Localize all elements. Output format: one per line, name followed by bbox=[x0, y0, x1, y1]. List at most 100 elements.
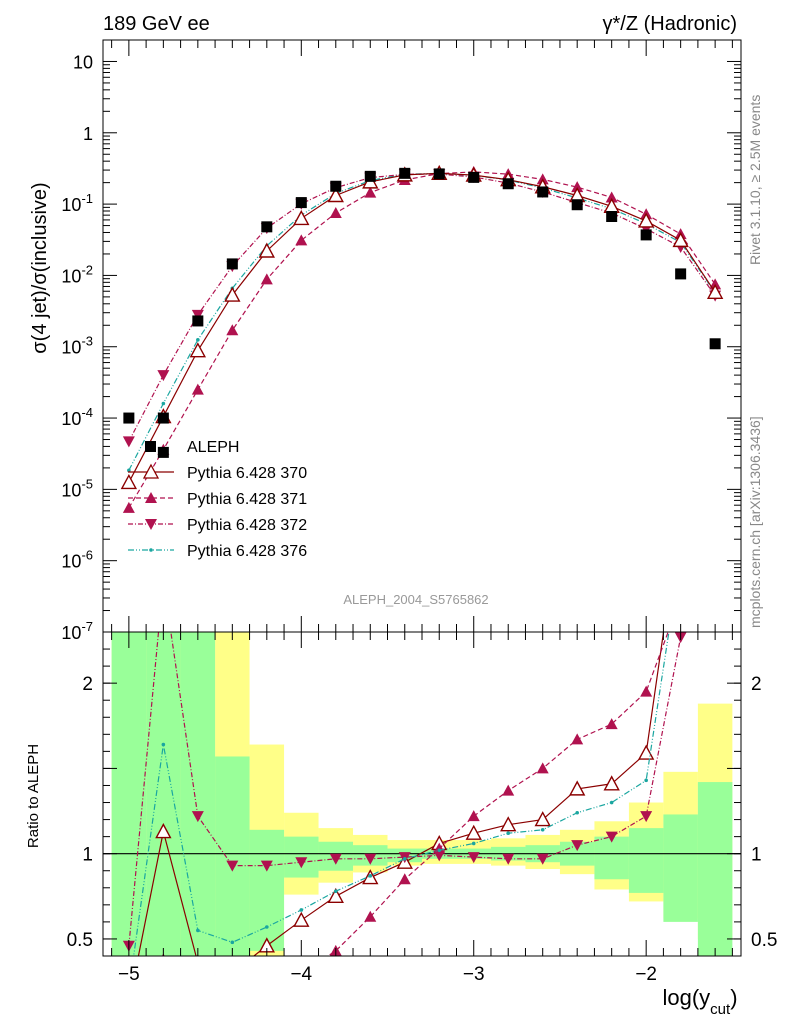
marker-data-square bbox=[709, 338, 721, 350]
marker-dot bbox=[161, 401, 166, 406]
marker-data-square bbox=[433, 168, 445, 180]
ratio-plot-series bbox=[122, 506, 688, 1010]
marker-open-triangle bbox=[327, 887, 344, 904]
marker-open-triangle bbox=[327, 187, 344, 203]
legend-marker-371 bbox=[145, 492, 157, 503]
marker-open-triangle bbox=[224, 286, 241, 302]
main-y-tick-label: 10-2 bbox=[61, 262, 93, 286]
marker-triangle-down bbox=[157, 370, 170, 382]
marker-data-square bbox=[606, 211, 618, 223]
marker-open-triangle bbox=[674, 506, 688, 519]
series-line bbox=[128, 172, 716, 471]
ratio-y-tick-label-left: 1 bbox=[82, 845, 93, 866]
marker-open-triangle bbox=[196, 954, 199, 956]
marker-data-square bbox=[364, 170, 376, 182]
marker-dot bbox=[368, 874, 373, 878]
marker-dot bbox=[471, 841, 476, 846]
band-inner-bin bbox=[146, 632, 181, 956]
series-pythia-6-428-376 bbox=[127, 632, 670, 992]
marker-dot bbox=[540, 828, 545, 832]
marker-triangle-down bbox=[364, 853, 377, 865]
series-aleph bbox=[157, 446, 169, 458]
marker-open-triangle bbox=[293, 911, 310, 927]
band-inner-bin bbox=[594, 836, 629, 880]
ratio-y-tick-label-right: 0.5 bbox=[751, 930, 777, 951]
marker-triangle-down bbox=[191, 811, 204, 823]
marker-data-square bbox=[226, 258, 238, 270]
marker-open-triangle bbox=[155, 823, 172, 839]
ratio-y-axis-title: Ratio to ALEPH bbox=[25, 744, 42, 848]
marker-dot bbox=[230, 940, 235, 945]
marker-triangle-down bbox=[260, 860, 273, 872]
legend-marker-370 bbox=[142, 463, 160, 479]
marker-open-triangle bbox=[500, 816, 517, 832]
marker-triangle-up bbox=[295, 234, 308, 246]
marker-triangle-up bbox=[467, 810, 480, 822]
marker-triangle-up bbox=[191, 383, 204, 395]
marker-open-triangle bbox=[637, 212, 655, 228]
marker-open-triangle bbox=[534, 811, 551, 827]
main-y-tick-label: 1 bbox=[83, 124, 93, 144]
marker-data-square bbox=[157, 412, 169, 424]
marker-dot bbox=[196, 338, 200, 342]
marker-triangle-up bbox=[398, 873, 411, 885]
marker-triangle-up bbox=[605, 718, 618, 730]
marker-triangle-down bbox=[122, 436, 135, 448]
marker-triangle-up bbox=[605, 191, 618, 203]
ratio-y-tick-label-left: 2 bbox=[82, 674, 93, 695]
marker-open-triangle bbox=[122, 997, 136, 1010]
marker-triangle-up bbox=[502, 784, 515, 796]
main-y-axis-title: σ(4 jet)/σ(inclusive) bbox=[29, 182, 51, 353]
marker-triangle-down bbox=[502, 853, 515, 865]
band-inner-bin bbox=[284, 836, 319, 878]
marker-open-triangle bbox=[293, 209, 310, 226]
marker-data-square bbox=[192, 315, 204, 327]
marker-triangle-up bbox=[226, 981, 238, 992]
marker-triangle-up bbox=[536, 762, 549, 774]
process-label: γ*/Z (Hadronic) bbox=[603, 13, 737, 35]
energy-label: 189 GeV ee bbox=[103, 13, 210, 35]
marker-dot bbox=[644, 778, 648, 783]
marker-data-square bbox=[399, 167, 411, 179]
marker-data-square bbox=[468, 171, 480, 183]
marker-open-triangle bbox=[465, 824, 482, 840]
marker-data-square bbox=[571, 199, 583, 211]
legend-entry-aleph: ALEPH bbox=[187, 439, 239, 456]
marker-triangle-up bbox=[226, 324, 239, 336]
series-pythia-6-428-371 bbox=[122, 165, 722, 513]
marker-dot bbox=[127, 468, 131, 473]
marker-triangle-down bbox=[226, 860, 239, 872]
marker-data-square bbox=[330, 180, 342, 192]
marker-open-triangle bbox=[569, 780, 586, 796]
marker-triangle-up bbox=[192, 984, 204, 995]
legend-marker-376 bbox=[149, 548, 153, 552]
marker-data-square bbox=[123, 412, 135, 424]
marker-triangle-up bbox=[364, 910, 377, 922]
marker-dot bbox=[161, 742, 166, 747]
marker-open-triangle bbox=[672, 231, 689, 248]
legend-marker-aleph bbox=[145, 441, 156, 452]
x-tick-label: −3 bbox=[463, 964, 485, 985]
marker-triangle-up bbox=[571, 733, 584, 745]
axes: 10 1 10-1 10-2 10-3 10-4 10-5 10-6 10-7 −5 −4 −3 −2 2… bbox=[61, 40, 777, 985]
band-inner-bin bbox=[249, 829, 285, 951]
band-inner-bin bbox=[180, 632, 216, 956]
main-y-tick-label: 10-5 bbox=[61, 476, 93, 500]
ratio-y-tick-label-right: 1 bbox=[751, 845, 762, 866]
marker-data-square bbox=[502, 178, 514, 190]
marker-dot bbox=[196, 928, 200, 933]
marker-data-square bbox=[675, 268, 687, 280]
main-y-tick-label: 10-4 bbox=[61, 405, 93, 429]
marker-data-square bbox=[537, 186, 549, 198]
marker-open-triangle bbox=[603, 775, 620, 791]
marker-dot bbox=[265, 925, 269, 929]
marker-dot bbox=[506, 831, 511, 836]
series-line bbox=[128, 173, 716, 442]
marker-dot bbox=[575, 810, 579, 815]
band-inner-bin bbox=[111, 632, 147, 956]
marker-triangle-down bbox=[191, 309, 204, 321]
marker-data-square bbox=[261, 221, 273, 233]
band-inner-bin bbox=[628, 828, 664, 893]
marker-dot bbox=[127, 988, 131, 992]
legend-entry-371: Pythia 6.428 371 bbox=[187, 491, 307, 508]
